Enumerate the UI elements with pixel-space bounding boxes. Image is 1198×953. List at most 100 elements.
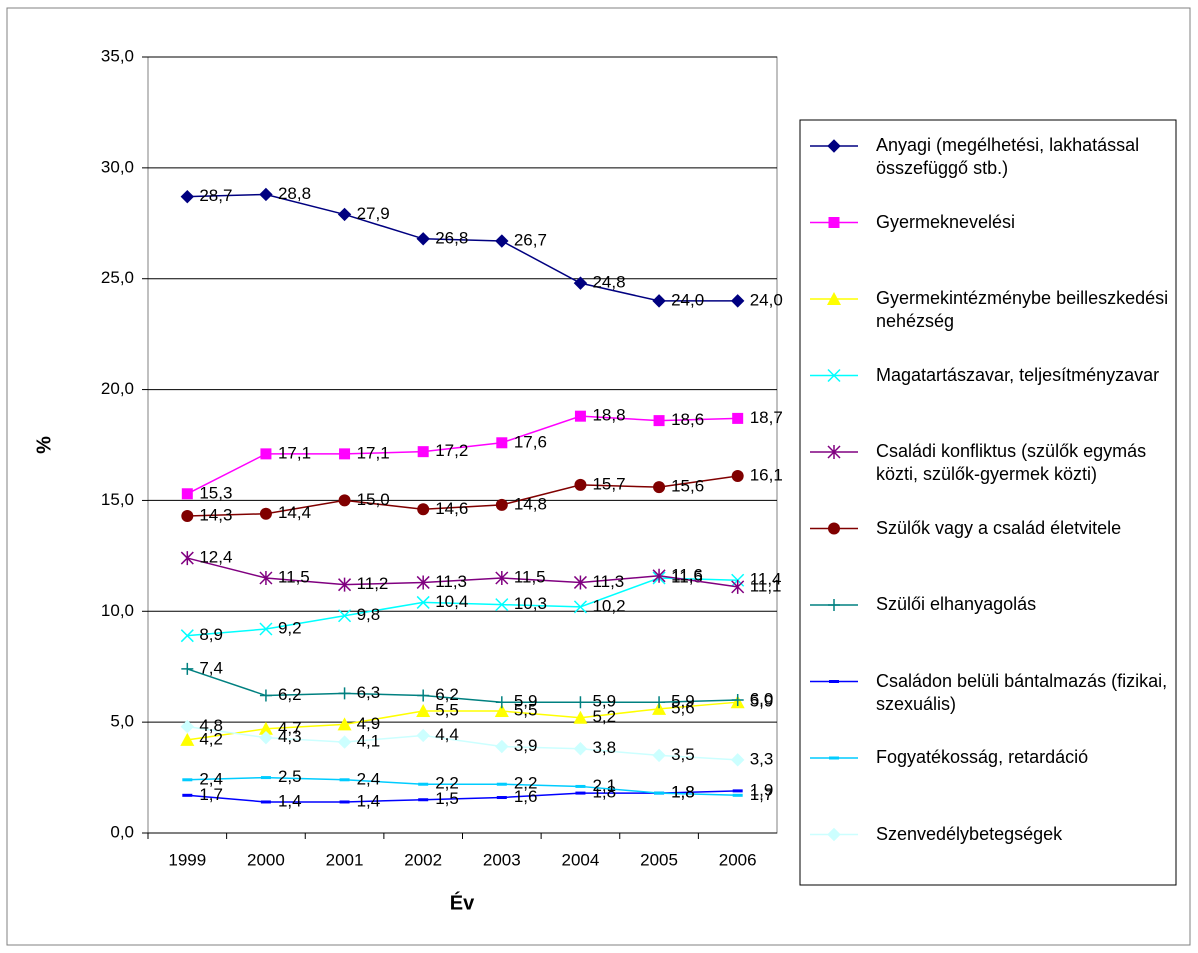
marker	[418, 782, 429, 786]
data-label: 3,8	[592, 738, 616, 757]
series-line	[187, 790, 738, 803]
marker	[259, 507, 272, 520]
x-tick-label: 2002	[404, 850, 442, 869]
data-label: 16,1	[750, 466, 783, 485]
legend-entry: Szülők vagy a család életvitele	[876, 517, 1122, 538]
marker	[258, 721, 273, 735]
data-label: 3,5	[671, 745, 695, 764]
marker	[260, 776, 271, 780]
marker	[496, 796, 507, 800]
data-label: 5,5	[435, 701, 459, 720]
data-label: 18,6	[671, 410, 704, 429]
legend-label: Szülők vagy a család életvitele	[876, 517, 1122, 538]
marker	[338, 687, 351, 700]
data-label: 11,1	[750, 576, 782, 595]
data-label: 18,8	[592, 406, 625, 425]
data-label: 9,2	[278, 619, 302, 638]
data-label: 10,3	[514, 594, 547, 613]
data-label: 11,6	[671, 565, 703, 584]
marker	[573, 276, 588, 290]
marker	[496, 437, 508, 449]
legend-label: Gyermekintézménybe beilleszkedési nehézs…	[876, 288, 1169, 331]
y-tick-label: 35,0	[101, 46, 134, 65]
marker	[652, 701, 667, 715]
marker	[260, 448, 272, 460]
data-label: 4,4	[435, 725, 459, 744]
marker	[337, 717, 352, 731]
marker	[827, 139, 841, 153]
marker	[418, 798, 429, 802]
data-label: 6,3	[357, 683, 381, 702]
series-line	[187, 701, 738, 741]
data-label: 24,0	[750, 290, 783, 309]
data-label: 17,1	[357, 443, 390, 462]
marker	[730, 753, 745, 767]
marker	[653, 696, 666, 709]
data-label: 11,5	[671, 568, 703, 587]
data-label: 15,7	[592, 474, 625, 493]
data-label: 1,4	[357, 791, 381, 810]
data-label: 11,3	[592, 572, 624, 591]
marker	[653, 481, 666, 494]
data-label: 10,4	[435, 592, 468, 611]
data-label: 1,9	[750, 780, 774, 799]
y-axis-label: %	[33, 436, 55, 454]
marker	[495, 498, 508, 511]
data-label: 7,4	[199, 658, 223, 677]
data-label: 6,2	[435, 685, 459, 704]
marker	[827, 827, 841, 842]
y-tick-label: 30,0	[101, 157, 134, 176]
y-tick-label: 10,0	[101, 601, 134, 620]
data-label: 4,9	[357, 714, 381, 733]
marker	[416, 728, 430, 743]
marker	[339, 800, 350, 804]
series-line	[187, 557, 738, 588]
marker	[574, 478, 587, 491]
data-label: 4,3	[278, 727, 302, 746]
data-label: 2,5	[278, 767, 302, 786]
x-tick-label: 2005	[640, 850, 678, 869]
data-label: 24,0	[671, 290, 704, 309]
marker	[574, 410, 586, 422]
marker	[180, 189, 195, 204]
series-line	[187, 577, 738, 637]
marker	[259, 622, 273, 636]
data-label: 1,7	[750, 785, 774, 804]
data-label: 11,5	[514, 568, 546, 587]
marker	[575, 784, 586, 788]
series-line	[187, 193, 738, 302]
data-label: 3,3	[750, 749, 774, 768]
marker	[182, 778, 193, 782]
data-label: 10,2	[592, 596, 625, 615]
legend-label: Családon belüli bántalmazás (fizikai, sz…	[876, 670, 1168, 714]
marker	[416, 575, 430, 590]
data-label: 17,2	[435, 441, 468, 460]
marker	[731, 470, 744, 483]
plot-area	[147, 56, 778, 834]
marker	[181, 662, 194, 675]
data-label: 5,2	[592, 707, 616, 726]
marker	[495, 739, 509, 754]
x-tick-label: 2006	[719, 850, 757, 869]
data-label: 18,7	[750, 408, 783, 427]
marker	[338, 609, 352, 623]
legend-entry: Fogyatékosság, retardáció	[876, 747, 1088, 767]
series-line	[187, 776, 738, 797]
marker	[495, 696, 508, 709]
data-label: 1,8	[671, 783, 695, 802]
data-label: 14,4	[278, 503, 311, 522]
marker	[417, 446, 429, 458]
marker	[732, 793, 743, 797]
data-label: 28,7	[199, 186, 232, 205]
data-label: 1,8	[671, 783, 695, 802]
marker	[653, 415, 665, 427]
series-line	[186, 415, 738, 495]
data-label: 9,8	[357, 605, 381, 624]
data-label: 5,9	[514, 692, 538, 711]
marker	[416, 232, 430, 246]
legend-entry: Gyermeknevelési	[876, 212, 1015, 232]
marker	[573, 742, 588, 756]
data-label: 5,9	[592, 692, 616, 711]
marker	[654, 791, 665, 795]
